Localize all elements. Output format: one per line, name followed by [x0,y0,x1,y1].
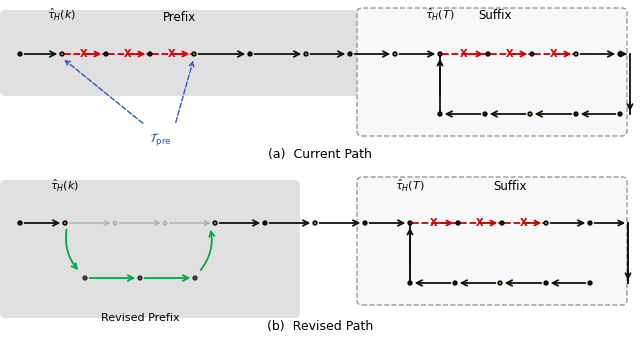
Circle shape [192,52,196,56]
Text: X: X [520,218,528,228]
Text: X: X [460,49,468,59]
Circle shape [500,221,504,225]
Circle shape [588,281,592,285]
Circle shape [60,52,64,56]
Circle shape [138,276,142,280]
Circle shape [163,221,167,225]
Circle shape [104,52,108,56]
Circle shape [528,112,532,116]
Circle shape [263,221,267,225]
Circle shape [438,112,442,116]
FancyBboxPatch shape [0,10,360,96]
Text: X: X [124,49,132,59]
Text: $\hat{\tau}_H(T)$: $\hat{\tau}_H(T)$ [396,177,425,193]
Circle shape [574,52,578,56]
Text: (b)  Revised Path: (b) Revised Path [267,320,373,333]
Circle shape [574,112,578,116]
Circle shape [544,281,548,285]
Text: (a)  Current Path: (a) Current Path [268,148,372,161]
Circle shape [313,221,317,225]
Text: Suffix: Suffix [478,9,512,22]
FancyBboxPatch shape [0,180,300,318]
Text: $\hat{\tau}_H(k)$: $\hat{\tau}_H(k)$ [47,6,77,22]
Circle shape [544,221,548,225]
Circle shape [304,52,308,56]
Circle shape [486,52,490,56]
Circle shape [498,281,502,285]
Text: X: X [80,49,88,59]
FancyBboxPatch shape [357,177,627,305]
Text: $\mathcal{T}_{\mathrm{pre}}$: $\mathcal{T}_{\mathrm{pre}}$ [148,131,172,148]
Circle shape [618,52,622,56]
Text: $\hat{\tau}_H(k)$: $\hat{\tau}_H(k)$ [51,177,79,193]
Text: X: X [430,218,438,228]
Circle shape [438,52,442,56]
Circle shape [63,221,67,225]
Circle shape [456,221,460,225]
Text: Revised Prefix: Revised Prefix [100,313,179,323]
Circle shape [148,52,152,56]
Circle shape [530,52,534,56]
Circle shape [113,221,116,225]
Circle shape [408,281,412,285]
Text: X: X [506,49,514,59]
Text: X: X [476,218,484,228]
Text: X: X [168,49,176,59]
Circle shape [393,52,397,56]
Circle shape [618,112,622,116]
Text: Prefix: Prefix [163,11,196,24]
FancyBboxPatch shape [357,8,627,136]
Circle shape [588,221,592,225]
Text: $\hat{\tau}_H(T)$: $\hat{\tau}_H(T)$ [425,6,455,22]
Circle shape [18,52,22,56]
Text: Suffix: Suffix [493,180,527,193]
Text: X: X [550,49,557,59]
Circle shape [408,221,412,225]
Circle shape [83,276,87,280]
Circle shape [213,221,217,225]
Circle shape [483,112,487,116]
Circle shape [248,52,252,56]
Circle shape [193,276,197,280]
Circle shape [348,52,352,56]
Circle shape [453,281,457,285]
Circle shape [18,221,22,225]
Circle shape [364,221,367,225]
